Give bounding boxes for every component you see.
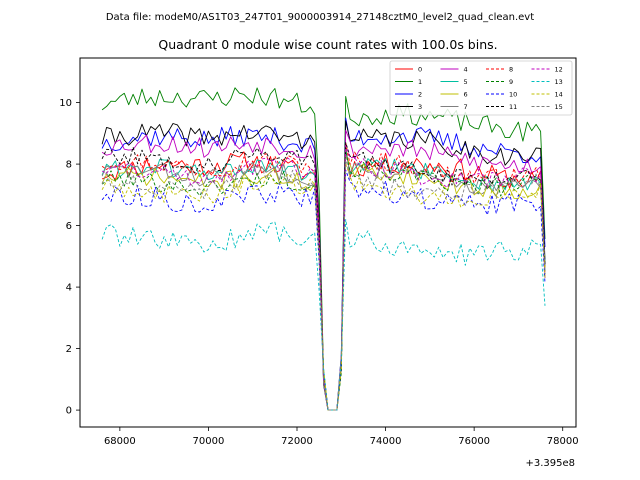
legend-label: 5 [464, 78, 468, 86]
legend-frame [389, 60, 573, 116]
series-line-15 [101, 157, 546, 411]
y-tick-label: 10 [59, 98, 72, 109]
legend-label: 9 [509, 78, 513, 86]
y-axis: 0 2 4 6 8 10 [59, 98, 80, 417]
y-tick-label: 0 [66, 406, 72, 417]
legend-label: 12 [555, 65, 563, 73]
legend-label: 15 [555, 103, 563, 111]
x-axis: 68000 70000 72000 74000 76000 78000 [104, 427, 579, 447]
x-tick-label: 76000 [458, 436, 490, 447]
legend-label: 3 [418, 103, 422, 111]
x-tick-label: 74000 [370, 436, 402, 447]
legend-label: 2 [418, 90, 422, 98]
axes-frame [79, 57, 577, 428]
chart-title: Quadrant 0 module wise count rates with … [158, 37, 497, 52]
y-tick-label: 4 [66, 283, 72, 294]
series-line-13 [101, 218, 546, 411]
x-tick-label: 72000 [281, 436, 313, 447]
legend-label: 0 [418, 65, 422, 73]
x-tick-label: 68000 [104, 436, 136, 447]
legend-label: 11 [509, 103, 517, 111]
x-tick-label: 70000 [193, 436, 225, 447]
legend-label: 4 [464, 65, 468, 73]
y-tick-label: 2 [66, 344, 72, 355]
series-line-8 [101, 142, 546, 411]
legend-label: 8 [509, 65, 513, 73]
x-tick-label: 78000 [547, 436, 579, 447]
legend-label: 13 [555, 78, 563, 86]
y-tick-label: 8 [66, 160, 72, 171]
series-layer [101, 87, 546, 411]
y-tick-label: 6 [66, 221, 72, 232]
x-offset-label: +3.395e8 [525, 458, 575, 469]
legend-label: 1 [418, 78, 422, 86]
figure-suptitle: Data file: modeM0/AS1T03_247T01_90000039… [106, 12, 534, 23]
legend-label: 7 [464, 103, 468, 111]
legend-label: 10 [509, 90, 517, 98]
legend-label: 14 [555, 90, 563, 98]
legend-label: 6 [464, 90, 468, 98]
series-line-12 [101, 145, 546, 411]
